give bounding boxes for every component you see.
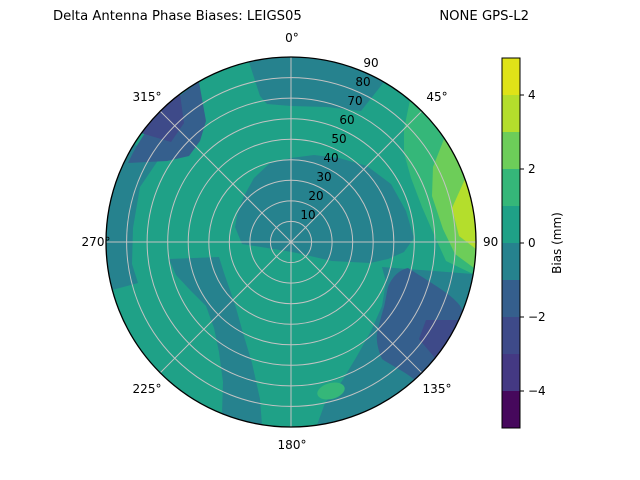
polar-spine [105, 56, 477, 428]
title-right: NONE GPS-L2 [439, 9, 529, 24]
theta-label-135: 135° [423, 382, 452, 396]
contour-region-bottomleft-teal [169, 257, 262, 425]
colorbar-band-n5-n4 [502, 391, 520, 428]
r-label-70: 70 [347, 94, 362, 108]
polar-grid [106, 57, 476, 427]
r-label-60: 60 [339, 113, 354, 127]
r-label-50: 50 [331, 132, 346, 146]
colorbar-band-3-4 [502, 95, 520, 132]
theta-label-0: 0° [285, 31, 299, 45]
colorbar: 4 2 0 −2 −4 Bias (mm) [501, 57, 564, 429]
theta-tick-labels: 0° 45° 90 135° 180° 225° 270° 315° [82, 31, 499, 452]
colorbar-band-n1-0 [502, 243, 520, 280]
title-left: Delta Antenna Phase Biases: LEIGS05 [53, 9, 302, 24]
colorbar-band-2-3 [502, 132, 520, 169]
colorbar-label-2: 2 [528, 162, 536, 176]
contour-region-southeast-blue-core [419, 320, 459, 358]
theta-label-270: 270° [82, 235, 111, 249]
colorbar-band-4-5 [502, 58, 520, 95]
contour-region-south-green-blob [317, 382, 345, 400]
r-label-10: 10 [300, 208, 315, 222]
theta-label-45: 45° [426, 90, 447, 104]
r-label-40: 40 [323, 151, 338, 165]
theta-label-180: 180° [278, 438, 307, 452]
colorbar-band-0-1 [502, 206, 520, 243]
r-label-20: 20 [308, 189, 323, 203]
contour-region-southeast-blue [376, 268, 463, 380]
contour-region-northwest-blue-core [141, 94, 184, 142]
r-label-80: 80 [355, 75, 370, 89]
colorbar-band-1-2 [502, 169, 520, 206]
colorbar-band-n3-n2 [502, 317, 520, 354]
colorbar-band-n2-n1 [502, 280, 520, 317]
grid-spoke-45-225 [159, 110, 423, 374]
colorbar-label-n2: −2 [528, 310, 546, 324]
colorbar-label-4: 4 [528, 88, 536, 102]
theta-label-90: 90 [483, 235, 498, 249]
colorbar-label-n4: −4 [528, 384, 546, 398]
theta-label-315: 315° [133, 90, 162, 104]
contour-region-top-arc-teal [249, 57, 384, 111]
r-label-90: 90 [363, 56, 378, 70]
colorbar-axis-label: Bias (mm) [550, 212, 564, 274]
colorbar-label-0: 0 [528, 236, 536, 250]
figure-title: Delta Antenna Phase Biases: LEIGS05 NONE… [53, 9, 529, 24]
r-label-30: 30 [316, 170, 331, 184]
contour-region-left-rim-teal [106, 144, 159, 290]
theta-label-225: 225° [133, 382, 162, 396]
radial-tick-labels: 10 20 30 40 50 60 70 80 90 [300, 56, 378, 222]
colorbar-band-n4-n3 [502, 354, 520, 391]
colorbar-ticks [520, 94, 524, 392]
